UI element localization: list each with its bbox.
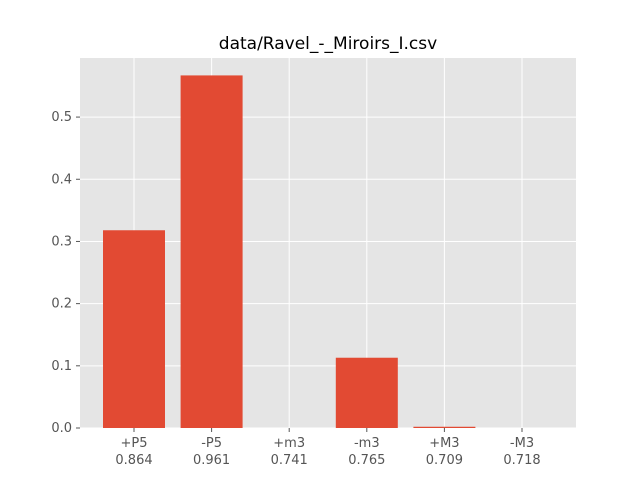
y-tick-label: 0.0: [51, 421, 72, 436]
x-tick-label: +m3: [273, 436, 305, 451]
x-tick-sublabel: 0.765: [348, 453, 385, 468]
y-axis-ticks: 0.0 0.1 0.2 0.3 0.4 0.5: [51, 110, 80, 436]
bar--P5: [180, 75, 243, 428]
x-tick-sublabel: 0.718: [503, 453, 540, 468]
x-tick-label: -P5: [201, 436, 222, 451]
x-tick-label: -m3: [354, 436, 380, 451]
y-tick-label: 0.4: [51, 172, 72, 187]
y-tick-label: 0.5: [51, 110, 72, 125]
x-tick-label: +P5: [120, 436, 147, 451]
bar-+M3: [413, 426, 476, 428]
y-tick-label: 0.3: [51, 234, 72, 249]
x-tick-sublabel: 0.961: [193, 453, 230, 468]
x-tick-label: -M3: [510, 436, 534, 451]
x-tick-sublabel: 0.741: [271, 453, 308, 468]
x-axis-ticks: +P5 0.864 -P5 0.961 +m3 0.741 -m3 0.765 +M3 0.709…: [115, 428, 541, 468]
x-tick-sublabel: 0.864: [115, 453, 152, 468]
bar--m3: [335, 357, 398, 428]
bar-+P5: [103, 230, 165, 428]
x-tick-label: +M3: [429, 436, 459, 451]
bars-group: [103, 75, 476, 428]
y-tick-label: 0.1: [51, 359, 72, 374]
y-tick-label: 0.2: [51, 297, 72, 312]
chart-title: data/Ravel_-_Miroirs_I.csv: [219, 34, 437, 54]
x-tick-sublabel: 0.709: [426, 453, 463, 468]
